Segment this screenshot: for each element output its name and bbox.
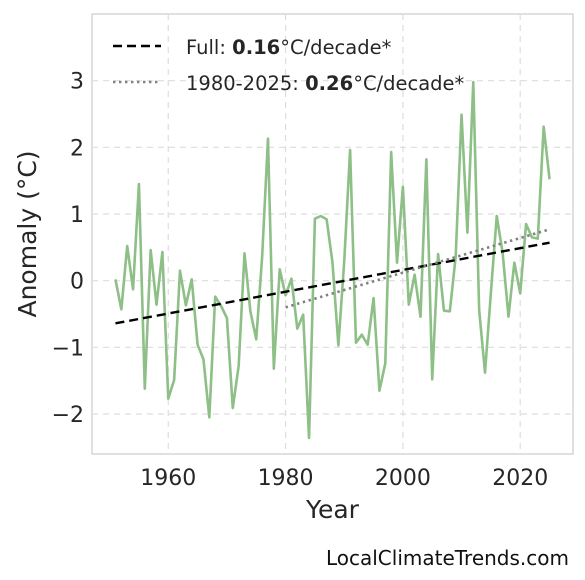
x-tick-label: 2000 — [375, 466, 431, 491]
y-tick-label: 3 — [70, 70, 84, 95]
ticks: 1960 1980 2000 2020 −2 −1 0 1 2 3 — [52, 70, 549, 491]
y-tick-label: −1 — [52, 336, 84, 361]
legend-label: 1980-2025: 0.26°C/decade* — [186, 72, 465, 95]
legend-label-rate: 0.16 — [232, 36, 280, 59]
y-tick-label: 0 — [70, 270, 84, 295]
legend-label-suffix: °C/decade* — [353, 72, 464, 95]
y-tick-label: −2 — [52, 403, 84, 428]
anomaly-series-line — [114, 80, 551, 440]
legend-label-prefix: Full: — [186, 36, 232, 59]
x-tick-label: 2020 — [492, 466, 548, 491]
legend: Full: 0.16°C/decade*1980-2025: 0.26°C/de… — [113, 36, 465, 95]
x-tick-label: 1960 — [140, 466, 196, 491]
y-tick-label: 2 — [70, 136, 84, 161]
y-tick-label: 1 — [70, 203, 84, 228]
legend-label-prefix: 1980-2025: — [186, 72, 305, 95]
plot-area — [91, 13, 574, 455]
x-axis-title: Year — [305, 495, 360, 524]
footer-credit: LocalClimateTrends.com — [325, 546, 569, 570]
legend-label-rate: 0.26 — [305, 72, 353, 95]
y-axis-title: Anomaly (°C) — [13, 150, 42, 317]
x-tick-label: 1980 — [258, 466, 314, 491]
legend-label-suffix: °C/decade* — [280, 36, 391, 59]
full-trend-line — [115, 241, 550, 325]
legend-label: Full: 0.16°C/decade* — [186, 36, 392, 59]
recent-trend-line — [285, 228, 550, 309]
series — [114, 80, 551, 440]
